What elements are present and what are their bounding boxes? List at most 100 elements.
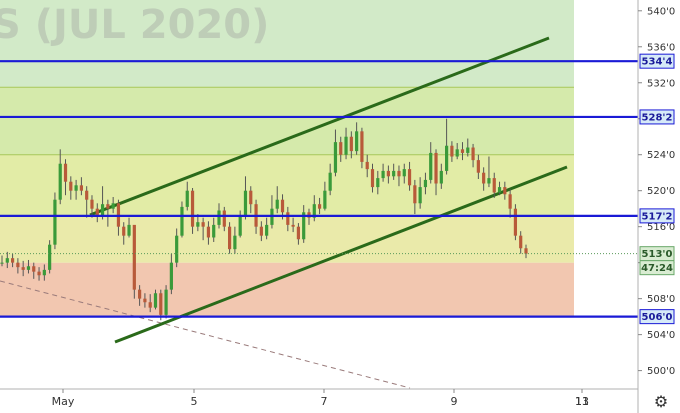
time-tick-label: 5 (191, 395, 198, 408)
candle-body (169, 262, 173, 290)
candle-body (233, 235, 237, 250)
candle (503, 181, 507, 200)
candle-body (333, 142, 338, 173)
candle (429, 142, 433, 184)
candle-body (259, 226, 263, 236)
candle (100, 186, 105, 220)
candle (439, 163, 443, 189)
zone-band-3 (0, 87, 574, 155)
candle-body (450, 145, 454, 157)
candle (286, 206, 290, 232)
candle-body (302, 212, 306, 240)
candle (471, 143, 475, 168)
candle-body (429, 152, 433, 180)
level-badge (639, 208, 675, 224)
candle-body (275, 199, 279, 209)
candle-body (439, 170, 443, 184)
price-tick-label: 520'0 (647, 186, 675, 197)
candle (85, 186, 89, 218)
candle (344, 127, 348, 160)
candle (37, 267, 41, 281)
candle (376, 170, 380, 195)
candle (227, 222, 232, 254)
candle (365, 154, 369, 178)
candle-body (503, 187, 507, 195)
lower-channel-line (114, 165, 568, 344)
candle-body (349, 136, 353, 152)
candle (143, 293, 147, 308)
candle-body (10, 258, 15, 263)
candle (381, 163, 385, 182)
candle (222, 206, 226, 232)
candle-body (217, 210, 221, 225)
time-tick-label: 11 (575, 395, 589, 408)
level-badge (639, 309, 675, 325)
candle-body (95, 208, 99, 216)
candle (275, 186, 279, 214)
countdown-badge (639, 260, 675, 276)
candle-body (344, 136, 348, 155)
candle-body (360, 131, 364, 162)
candle-body (482, 172, 486, 184)
price-badges: 534'4 528'2 517'2 506'0 513'0 47:24 (639, 53, 675, 325)
price-tick-label: 536'0 (647, 42, 675, 53)
candle (243, 176, 248, 220)
candle-body (508, 194, 512, 209)
candle-body (286, 212, 290, 225)
candle-body (111, 203, 115, 209)
candle (90, 195, 94, 218)
candle (413, 179, 417, 215)
candle (122, 222, 126, 245)
candle-body (492, 178, 496, 193)
candle-body (48, 244, 52, 270)
candle-body (445, 145, 449, 171)
candle (175, 228, 179, 268)
candle (450, 141, 454, 162)
candle (233, 226, 237, 254)
candle (42, 264, 46, 281)
candle (212, 217, 216, 242)
candle-body (63, 163, 68, 182)
candle-body (74, 185, 78, 191)
candle-body (90, 199, 94, 209)
candle-body (196, 222, 200, 227)
candle-body (466, 147, 470, 153)
candle (5, 251, 9, 269)
candle-body (418, 187, 422, 204)
candle-body (423, 179, 428, 188)
candle-body (206, 226, 211, 238)
candle (397, 165, 401, 187)
candle (460, 142, 465, 161)
candle-body (153, 293, 158, 308)
candle-body (190, 190, 195, 227)
candle (190, 188, 195, 234)
candle (497, 181, 502, 196)
candle-body (370, 169, 375, 188)
gear-icon[interactable]: ⚙ (653, 392, 669, 411)
trend-channel-lines (0, 36, 568, 389)
candle (74, 179, 78, 200)
candle-body (37, 271, 41, 276)
candle-body (376, 178, 380, 188)
candle (26, 259, 31, 274)
candle (455, 143, 459, 160)
candle-body (434, 152, 438, 184)
candle (492, 172, 496, 198)
candle (487, 156, 491, 188)
candle (48, 240, 52, 274)
candle-body (0, 262, 4, 264)
candle (482, 167, 486, 191)
candle (259, 221, 263, 242)
candle-body (291, 224, 295, 227)
candle (466, 138, 470, 157)
candle (476, 154, 480, 180)
candle-body (212, 224, 216, 238)
candle-body (143, 298, 147, 303)
level-badge (639, 53, 675, 69)
candle (370, 163, 375, 193)
level-badge (639, 109, 675, 125)
candle-body (328, 172, 332, 191)
